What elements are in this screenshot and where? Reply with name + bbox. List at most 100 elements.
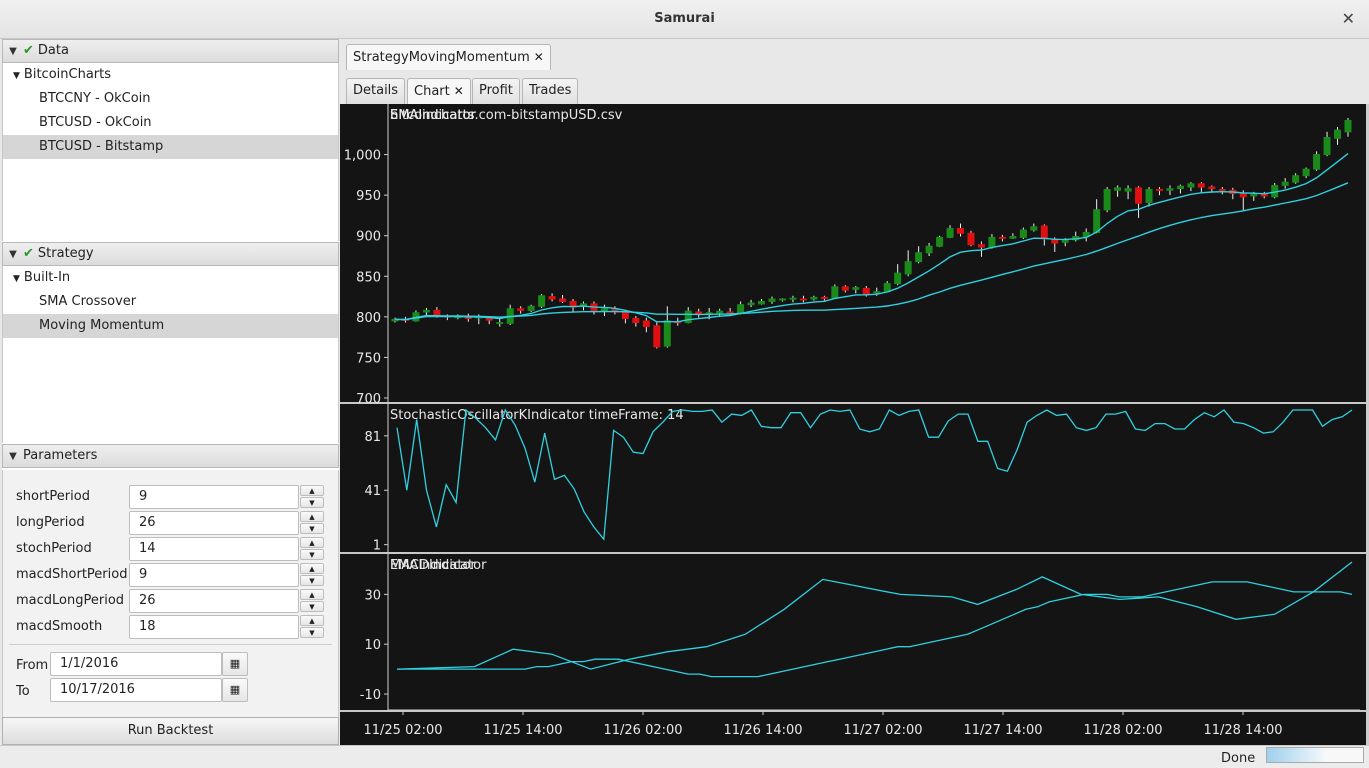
candle-body	[988, 236, 996, 248]
macd-long-period-spinner[interactable]: ▲ ▼	[300, 589, 324, 613]
expand-arrow-icon[interactable]: ▼	[9, 46, 17, 57]
candle-body	[758, 300, 766, 305]
spin-up-icon[interactable]: ▲	[300, 537, 324, 548]
strategy-section-header[interactable]: ▼ ✔ Strategy	[2, 242, 339, 266]
calendar-icon[interactable]: ▦	[222, 652, 248, 676]
expand-arrow-icon[interactable]: ▼	[13, 71, 20, 81]
tab-chart[interactable]: Chart ✕	[407, 78, 471, 104]
chart-title: StochasticOscillatorKIndicator timeFrame…	[390, 408, 684, 423]
from-label: From	[16, 658, 49, 673]
tree-root-built-in[interactable]: ▼ Built-In	[3, 266, 338, 290]
parameters-section-title: Parameters	[23, 448, 98, 463]
candle-body	[600, 308, 608, 311]
y-tick-label: 41	[364, 484, 381, 499]
expand-arrow-icon[interactable]: ▼	[9, 249, 17, 260]
close-icon[interactable]: ✕	[453, 84, 464, 98]
chart-area[interactable]: 1,000 950 900 850 800 750 700 bitcoincharts.com…	[340, 104, 1366, 745]
spin-up-icon[interactable]: ▲	[300, 589, 324, 600]
candle-body	[894, 272, 902, 285]
close-icon[interactable]: ✕	[533, 50, 544, 64]
long-period-spinner[interactable]: ▲ ▼	[300, 511, 324, 535]
tree-item-moving-momentum[interactable]: Moving Momentum	[3, 314, 338, 338]
tree-root-bitcoincharts[interactable]: ▼ BitcoinCharts	[3, 63, 338, 87]
y-tick-label: 30	[364, 588, 381, 603]
candle-body	[1155, 188, 1163, 191]
candle-body	[422, 309, 430, 313]
candle-body	[642, 320, 650, 328]
short-period-spinner[interactable]: ▲ ▼	[300, 485, 324, 509]
tree-item-btccny-okcoin[interactable]: BTCCNY - OkCoin	[39, 91, 151, 106]
candle-body	[1093, 209, 1101, 233]
candle-body	[820, 296, 828, 299]
candle-body	[684, 310, 692, 324]
y-tick-label: -10	[360, 688, 381, 703]
candle-body	[527, 305, 535, 311]
candle-body	[1281, 181, 1289, 186]
data-section-header[interactable]: ▼ ✔ Data	[2, 39, 339, 63]
param-row-macd-smooth: macdSmooth 18 ▲ ▼	[3, 615, 340, 641]
chart-title: EMAIndicator	[390, 108, 476, 123]
candle-body	[998, 236, 1006, 239]
x-tick-label: 11/25 14:00	[483, 723, 562, 738]
tab-trades[interactable]: Trades	[522, 78, 579, 104]
macd-line	[396, 561, 1353, 670]
candle-body	[1250, 193, 1258, 197]
macd-smooth-spinner[interactable]: ▲ ▼	[300, 615, 324, 639]
from-date-input[interactable]: 1/1/2016	[50, 652, 222, 676]
chart-title: SMAIndicator	[390, 108, 476, 123]
stoch-period-spinner[interactable]: ▲ ▼	[300, 537, 324, 561]
param-label: macdLongPeriod	[16, 593, 125, 608]
spin-up-icon[interactable]: ▲	[300, 511, 324, 522]
candle-body	[548, 296, 556, 300]
tab-details[interactable]: Details	[346, 78, 406, 104]
chart-svg[interactable]: 1,000 950 900 850 800 750 700 bitcoincharts.com…	[340, 104, 1366, 745]
check-icon: ✔	[23, 246, 34, 261]
y-tick-label: 81	[364, 430, 381, 445]
candle-body	[862, 287, 870, 295]
candle-body	[1145, 188, 1153, 203]
stoch-period-input[interactable]: 14	[129, 537, 299, 561]
y-tick-label: 1,000	[344, 149, 381, 164]
parameters-section-header[interactable]: ▼ Parameters	[2, 444, 339, 468]
tab-label: Details	[353, 83, 399, 98]
x-tick-label: 11/26 02:00	[603, 723, 682, 738]
long-period-input[interactable]: 26	[129, 511, 299, 535]
tab-profit[interactable]: Profit	[472, 78, 520, 104]
candle-body	[841, 286, 849, 291]
candle-body	[1208, 186, 1216, 190]
vertical-scrollbar[interactable]	[1366, 104, 1369, 745]
macd-short-period-spinner[interactable]: ▲ ▼	[300, 563, 324, 587]
spin-down-icon[interactable]: ▼	[300, 549, 324, 560]
spin-up-icon[interactable]: ▲	[300, 563, 324, 574]
candle-body	[1009, 236, 1017, 239]
candle-body	[1166, 188, 1174, 191]
candle-body	[946, 227, 954, 238]
spin-down-icon[interactable]: ▼	[300, 627, 324, 638]
param-label: macdShortPeriod	[16, 567, 128, 582]
tree-item-btcusd-okcoin[interactable]: BTCUSD - OkCoin	[39, 115, 152, 130]
spin-down-icon[interactable]: ▼	[300, 601, 324, 612]
short-period-input[interactable]: 9	[129, 485, 299, 509]
macd-smooth-input[interactable]: 18	[129, 615, 299, 639]
spin-down-icon[interactable]: ▼	[300, 523, 324, 534]
tab-strategy-moving-momentum[interactable]: StrategyMovingMomentum ✕	[346, 44, 551, 70]
macd-ema-line	[397, 581, 1353, 678]
strategy-section-title: Strategy	[37, 246, 94, 261]
spin-down-icon[interactable]: ▼	[300, 575, 324, 586]
close-icon[interactable]: ✕	[1341, 9, 1355, 28]
to-date-input[interactable]: 10/17/2016	[50, 678, 222, 702]
macd-short-period-input[interactable]: 9	[129, 563, 299, 587]
candle-body	[716, 310, 724, 314]
tree-item-btcusd-bitstamp[interactable]: BTCUSD - Bitstamp	[3, 135, 338, 159]
run-backtest-button[interactable]: Run Backtest	[2, 717, 339, 745]
candle-body	[852, 287, 860, 290]
tree-root-label: BitcoinCharts	[23, 67, 111, 82]
spin-up-icon[interactable]: ▲	[300, 615, 324, 626]
spin-down-icon[interactable]: ▼	[300, 497, 324, 508]
macd-long-period-input[interactable]: 26	[129, 589, 299, 613]
expand-arrow-icon[interactable]: ▼	[13, 274, 20, 284]
calendar-icon[interactable]: ▦	[222, 678, 248, 702]
tree-item-sma-crossover[interactable]: SMA Crossover	[39, 294, 137, 309]
spin-up-icon[interactable]: ▲	[300, 485, 324, 496]
expand-arrow-icon[interactable]: ▼	[9, 451, 17, 462]
